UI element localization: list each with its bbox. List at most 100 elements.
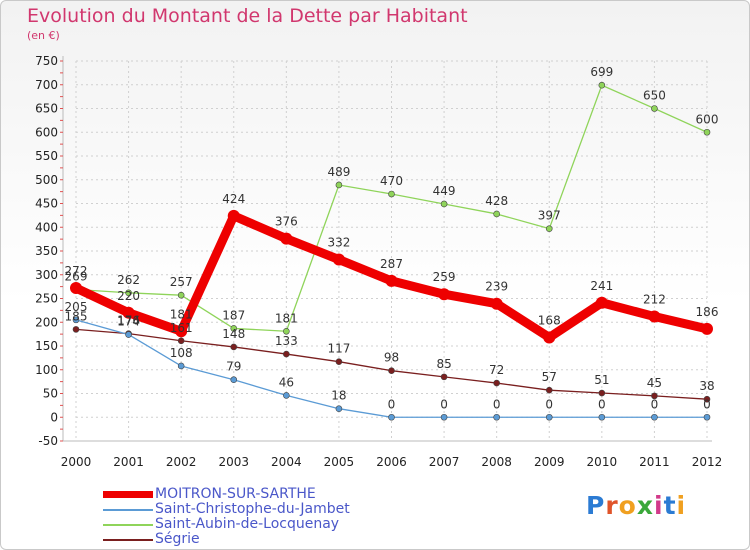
data-point <box>230 325 238 332</box>
data-point <box>703 128 711 136</box>
data-point <box>388 367 395 375</box>
data-label: 45 <box>647 376 662 390</box>
data-point <box>283 327 290 335</box>
data-label: 449 <box>433 184 456 198</box>
data-label: 0 <box>545 397 553 411</box>
data-point <box>703 413 711 421</box>
data-label: 650 <box>643 89 666 103</box>
data-label: 241 <box>590 279 613 293</box>
data-label: 470 <box>380 174 403 188</box>
logo-letter: o <box>618 491 637 520</box>
axes: -500501001502002503003504004505005506006… <box>35 54 722 469</box>
data-point <box>125 289 132 297</box>
x-tick-label: 2010 <box>587 455 618 469</box>
data-label: 239 <box>485 280 508 294</box>
data-point <box>385 274 398 287</box>
data-point <box>177 362 185 370</box>
data-label: 85 <box>436 357 451 371</box>
logo-letter: i <box>654 491 664 520</box>
data-label: 259 <box>433 270 456 284</box>
data-label: 186 <box>696 305 719 319</box>
x-tick-label: 2008 <box>481 455 512 469</box>
y-tick-label: 400 <box>35 220 58 234</box>
data-label: 72 <box>489 363 504 377</box>
data-point <box>440 413 448 421</box>
legend-label: Saint-Aubin-de-Locquenay <box>155 516 340 532</box>
data-label: 287 <box>380 257 403 271</box>
legend-swatch <box>103 509 153 511</box>
data-label: 174 <box>117 315 140 329</box>
data-point <box>122 306 135 319</box>
data-label: 0 <box>598 397 606 411</box>
data-label: 269 <box>65 269 88 283</box>
proxiti-logo: Proxiti <box>586 491 686 520</box>
data-point <box>651 105 658 112</box>
data-label: 397 <box>538 209 561 223</box>
data-point <box>125 331 132 338</box>
data-label: 424 <box>222 192 245 206</box>
y-tick-label: 450 <box>35 197 58 211</box>
data-labels: 269 262 257 187 181 489 470 449 428 397 699 650 600 1… <box>65 65 719 411</box>
y-tick-label: 350 <box>35 244 58 258</box>
data-point <box>335 181 343 189</box>
data-label: 0 <box>703 397 711 411</box>
data-point <box>543 331 556 344</box>
legend-label: MOITRON-SUR-SARTHE <box>155 486 316 502</box>
data-label: 181 <box>275 311 298 325</box>
data-point <box>388 190 395 198</box>
grid-lines <box>75 60 708 442</box>
data-point <box>177 337 185 345</box>
y-tick-label: 700 <box>35 78 58 92</box>
data-label: 181 <box>170 307 193 321</box>
y-tick-label: 50 <box>43 387 58 401</box>
logo-letter: r <box>605 491 619 520</box>
data-point <box>648 310 661 323</box>
legend-label: Saint-Christophe-du-Jambet <box>155 501 350 517</box>
data-point <box>651 413 658 421</box>
data-point <box>493 413 500 421</box>
data-label: 257 <box>170 275 193 289</box>
data-point <box>332 253 345 266</box>
data-point <box>595 296 608 309</box>
y-tick-label: 500 <box>35 173 58 187</box>
data-point <box>177 291 185 299</box>
x-tick-label: 2004 <box>271 455 302 469</box>
data-point <box>280 232 293 245</box>
data-point <box>227 209 240 222</box>
data-point <box>175 325 188 338</box>
data-label: 220 <box>117 289 140 303</box>
y-tick-label: 250 <box>35 292 58 306</box>
legend-label: Ségrie <box>155 531 200 547</box>
data-label: 332 <box>327 236 350 250</box>
data-point <box>703 395 711 403</box>
x-tick-label: 2012 <box>692 455 723 469</box>
data-point <box>440 200 448 208</box>
data-label: 117 <box>327 342 350 356</box>
data-label: 428 <box>485 194 508 208</box>
data-label: 600 <box>696 112 719 126</box>
x-tick-label: 2000 <box>61 455 92 469</box>
data-point <box>598 81 606 89</box>
logo-letter: i <box>676 491 687 520</box>
data-point <box>493 379 500 387</box>
data-label: 185 <box>65 309 88 323</box>
data-label: 262 <box>117 273 140 287</box>
x-tick-label: 2002 <box>166 455 197 469</box>
data-label: 57 <box>542 370 557 384</box>
data-point <box>388 413 395 421</box>
x-tick-label: 2011 <box>639 455 670 469</box>
y-tick-label: 600 <box>35 125 58 139</box>
data-point <box>651 392 658 400</box>
data-label: 212 <box>643 293 666 307</box>
data-label: 699 <box>590 65 613 79</box>
data-label: 272 <box>65 264 88 278</box>
data-point <box>598 413 606 421</box>
data-point <box>70 282 82 295</box>
data-label: 176 <box>117 314 140 328</box>
data-point <box>490 297 503 310</box>
data-label: 168 <box>538 313 561 327</box>
y-tick-label: -50 <box>38 434 58 448</box>
legend-swatch <box>103 491 153 498</box>
data-label: 376 <box>275 215 298 229</box>
